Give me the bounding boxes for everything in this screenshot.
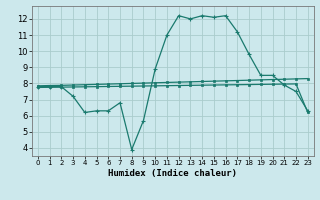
X-axis label: Humidex (Indice chaleur): Humidex (Indice chaleur) [108,169,237,178]
